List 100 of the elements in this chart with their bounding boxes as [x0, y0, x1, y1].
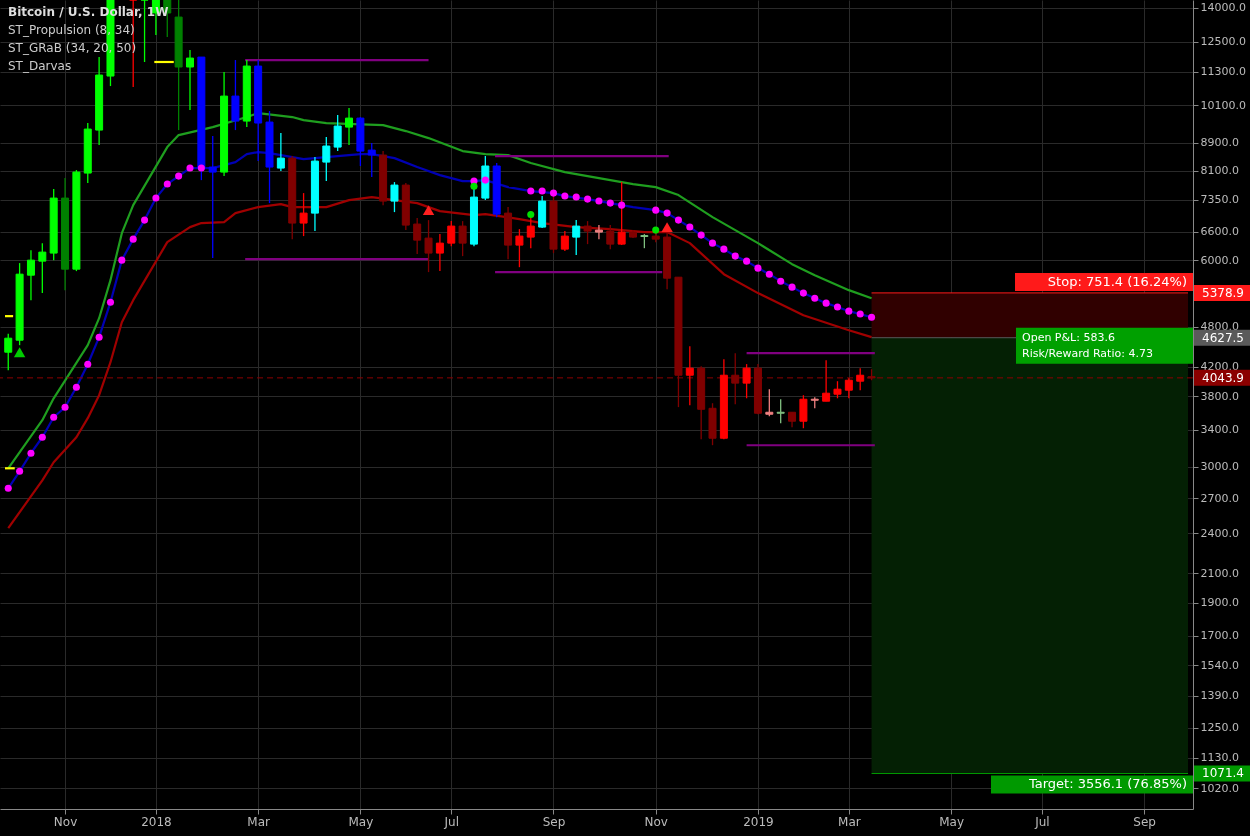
y-tick-label: 2700.0 — [1200, 491, 1239, 505]
candlestick — [333, 114, 342, 152]
point — [129, 235, 137, 243]
point — [868, 313, 876, 321]
candlestick — [583, 220, 592, 245]
annotation: ST_Darvas — [8, 59, 72, 73]
candlestick — [322, 136, 331, 182]
y-tick-label: 1020.0 — [1200, 781, 1239, 795]
candlestick — [594, 224, 603, 240]
candlestick — [140, 0, 149, 63]
x-tick-label: 2018 — [141, 814, 172, 829]
y-tick-label: 14000.0 — [1200, 1, 1246, 15]
y-tick-label: 2400.0 — [1200, 526, 1239, 540]
candlestick — [560, 230, 569, 252]
point — [652, 206, 660, 214]
candlestick — [38, 242, 47, 294]
candlestick — [367, 142, 376, 178]
candlestick — [844, 377, 853, 399]
x-tick-label: 2019 — [743, 814, 774, 829]
band-label: Target: 3556.1 (76.85%) — [1027, 776, 1187, 792]
y-tick-label: 1250.0 — [1200, 721, 1239, 735]
point — [572, 193, 580, 201]
point — [72, 383, 80, 391]
point — [175, 172, 183, 180]
point — [481, 176, 489, 184]
candlestick — [606, 224, 615, 250]
x-tick-label: Sep — [542, 814, 566, 829]
candlestick — [26, 249, 35, 301]
candlestick — [447, 220, 456, 247]
x-tick-label: Sep — [1133, 814, 1156, 829]
point — [422, 205, 435, 216]
point — [106, 298, 115, 306]
y-tick-label: 1540.0 — [1200, 658, 1239, 672]
candlestick — [685, 345, 694, 406]
point — [38, 433, 46, 441]
y-tick-label: 12500.0 — [1200, 35, 1246, 49]
x-tick-label: Mar — [247, 814, 271, 829]
candlestick — [799, 394, 808, 429]
point — [595, 197, 603, 205]
y-tick-label: 8100.0 — [1200, 164, 1239, 178]
ref-line-label: 1071.4 — [1202, 766, 1244, 781]
point — [538, 187, 546, 195]
point — [27, 449, 35, 457]
point — [708, 239, 717, 247]
y-tick-label: 1390.0 — [1200, 689, 1239, 703]
candlestick — [424, 219, 433, 273]
candlestick — [822, 359, 831, 402]
point — [4, 484, 12, 492]
point — [811, 294, 819, 302]
candlestick — [413, 217, 422, 255]
x-tick-label: May — [348, 814, 374, 829]
point — [777, 277, 785, 285]
point — [652, 226, 660, 234]
y-tick-label: 3000.0 — [1200, 460, 1239, 474]
candlestick — [515, 228, 524, 268]
point — [720, 245, 728, 253]
point — [95, 333, 103, 341]
point — [697, 231, 705, 239]
point — [549, 189, 558, 197]
y-tick-label: 7350.0 — [1200, 193, 1239, 207]
candlestick — [390, 181, 399, 213]
x-tick-label: Nov — [644, 814, 668, 829]
candlestick — [617, 181, 626, 246]
x-tick-label: Nov — [53, 814, 78, 829]
point — [470, 182, 478, 190]
y-tick-label: 1900.0 — [1200, 596, 1239, 610]
point — [584, 195, 592, 203]
candlestick — [208, 135, 217, 259]
point — [822, 299, 830, 307]
x-tick-label: Jul — [443, 814, 459, 829]
point — [186, 164, 194, 172]
candlestick — [765, 388, 774, 417]
point — [141, 216, 149, 224]
annotation: Open P&L: 583.6 Risk/Reward Ratio: 4.73 — [1021, 330, 1153, 360]
point — [674, 216, 682, 224]
point — [118, 256, 126, 264]
point — [84, 360, 92, 368]
y-tick-label: 3800.0 — [1200, 389, 1239, 403]
candlestick — [572, 219, 581, 256]
line-series — [7, 195, 873, 530]
point — [152, 194, 160, 202]
point — [61, 403, 69, 411]
x-tick-label: Mar — [838, 814, 861, 829]
point — [618, 201, 626, 209]
point — [731, 252, 739, 260]
point — [163, 180, 171, 188]
candlestick — [276, 132, 285, 172]
point — [561, 192, 569, 200]
point — [16, 467, 24, 475]
point — [527, 210, 535, 218]
candlestick — [435, 233, 444, 272]
y-tick-label: 3400.0 — [1200, 423, 1239, 437]
point — [197, 164, 205, 172]
y-tick-label: 6600.0 — [1200, 225, 1239, 239]
y-tick-label: 1700.0 — [1200, 629, 1239, 643]
candlestick — [345, 107, 354, 146]
band-label: Stop: 751.4 (16.24%) — [1047, 273, 1187, 289]
point — [833, 303, 842, 311]
point — [743, 257, 751, 265]
y-tick-label: 11300.0 — [1200, 65, 1246, 79]
